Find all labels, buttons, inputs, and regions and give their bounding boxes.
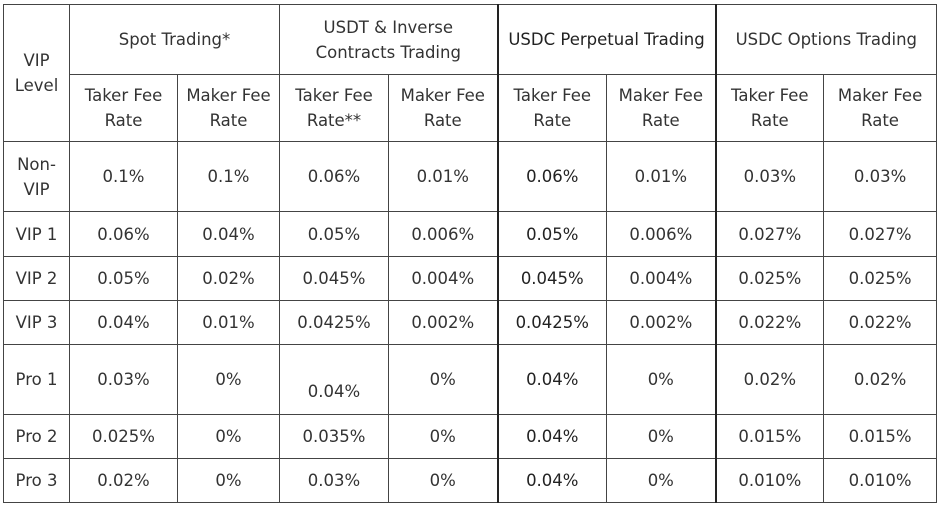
group-header-usdc-perpetual: USDC Perpetual Trading [496,4,717,75]
table-cell: 0.01% [606,141,717,212]
table-cell: 0% [606,458,717,503]
table-row: VIP 3 0.04% 0.01% 0.0425% 0.002% 0.0425%… [3,300,938,345]
table-cell: 0.04% [496,414,608,459]
table-cell: 0.01% [388,141,499,212]
table-cell: 0.05% [279,211,390,257]
table-cell: 0.010% [823,458,938,503]
table-cell: 0.03% [715,141,825,212]
row-level-label: Non- VIP [3,141,70,212]
table-cell: 0.02% [715,344,825,415]
group-header-spot: Spot Trading* [68,4,281,75]
sub-header-row: Taker Fee Rate Maker Fee Rate Taker Fee … [4,74,938,142]
table-cell: 0% [606,344,717,415]
table-cell: 0.025% [69,414,178,459]
table-row: VIP 1 0.06% 0.04% 0.05% 0.006% 0.05% 0.0… [3,211,938,257]
sub-header-usdt-maker: Maker Fee Rate [388,74,499,142]
sub-header-spot-taker: Taker Fee Rate [69,74,178,142]
table-cell: 0.04% [496,458,608,503]
group-header-row: VIP Level Spot Trading* USDT & Inverse C… [3,4,938,142]
table-cell: 0.01% [176,300,281,345]
sub-header-perp-maker: Maker Fee Rate [606,74,717,142]
table-cell: 0.022% [823,300,938,345]
table-cell: 0.04% [496,344,608,415]
table-row: VIP 2 0.05% 0.02% 0.045% 0.004% 0.045% 0… [3,256,938,301]
sub-header-options-taker: Taker Fee Rate [715,74,825,142]
table-cell: 0% [176,344,281,415]
sub-header-usdt-taker: Taker Fee Rate** [279,74,390,142]
table-cell: 0.004% [606,256,717,301]
table-cell: 0.045% [496,256,608,301]
group-header-usdt-inverse: USDT & Inverse Contracts Trading [279,4,499,75]
table-cell: 0.027% [823,211,938,257]
sub-header-perp-taker: Taker Fee Rate [496,74,608,142]
table-cell: 0.0425% [496,300,608,345]
sub-header-options-maker: Maker Fee Rate [823,74,938,142]
vip-level-header: VIP Level [3,4,70,142]
table-cell: 0% [176,458,281,503]
group-header-usdc-options: USDC Options Trading [715,4,938,75]
table-cell: 0.04% [69,300,178,345]
table-cell: 0.04% [176,211,281,257]
table-cell: 0.1% [69,141,178,212]
row-level-label: Pro 2 [3,414,70,459]
table-row: Pro 3 0.02% 0% 0.03% 0% 0.04% 0% 0.010% … [3,458,938,503]
table-cell: 0.1% [176,141,281,212]
table-cell: 0.02% [69,458,178,503]
table-cell: 0.06% [496,141,608,212]
table-cell: 0.05% [496,211,608,257]
row-level-label: Pro 3 [3,458,70,503]
table-row: Pro 2 0.025% 0% 0.035% 0% 0.04% 0% 0.015… [3,414,938,459]
table-cell: 0.045% [279,256,390,301]
table-cell: 0.025% [823,256,938,301]
table-cell: 0.03% [279,458,390,503]
table-cell: 0% [176,414,281,459]
table-cell: 0.010% [715,458,825,503]
table-cell: 0% [388,414,499,459]
table-cell: 0.06% [279,141,390,212]
table-cell: 0.002% [388,300,499,345]
table-cell: 0.004% [388,256,499,301]
table-cell: 0% [606,414,717,459]
row-level-label: Pro 1 [3,344,70,415]
table-cell: 0.025% [715,256,825,301]
table-cell: 0.05% [69,256,178,301]
table-cell: 0.04% [279,344,390,415]
table-cell: 0.06% [69,211,178,257]
row-level-label: VIP 2 [3,256,70,301]
table-cell: 0.006% [606,211,717,257]
row-level-label: VIP 1 [3,211,70,257]
table-cell: 0% [388,458,499,503]
table-cell: 0% [388,344,499,415]
table-row: Non- VIP 0.1% 0.1% 0.06% 0.01% 0.06% 0.0… [3,141,938,212]
table-cell: 0.006% [388,211,499,257]
table-cell: 0.022% [715,300,825,345]
table-cell: 0.02% [176,256,281,301]
table-cell: 0.015% [823,414,938,459]
table-cell: 0.03% [69,344,178,415]
table-cell: 0.027% [715,211,825,257]
vip-fee-table: VIP Level Spot Trading* USDT & Inverse C… [3,4,938,503]
table-cell: 0.02% [823,344,938,415]
sub-header-spot-maker: Maker Fee Rate [176,74,281,142]
table-row: Pro 1 0.03% 0% 0.04% 0% 0.04% 0% 0.02% 0… [3,344,938,415]
row-level-label: VIP 3 [3,300,70,345]
table-cell: 0.0425% [279,300,390,345]
table-cell: 0.03% [823,141,938,212]
table-cell: 0.015% [715,414,825,459]
table-cell-value: 0.04% [307,382,361,401]
table-cell: 0.035% [279,414,390,459]
table-cell: 0.002% [606,300,717,345]
